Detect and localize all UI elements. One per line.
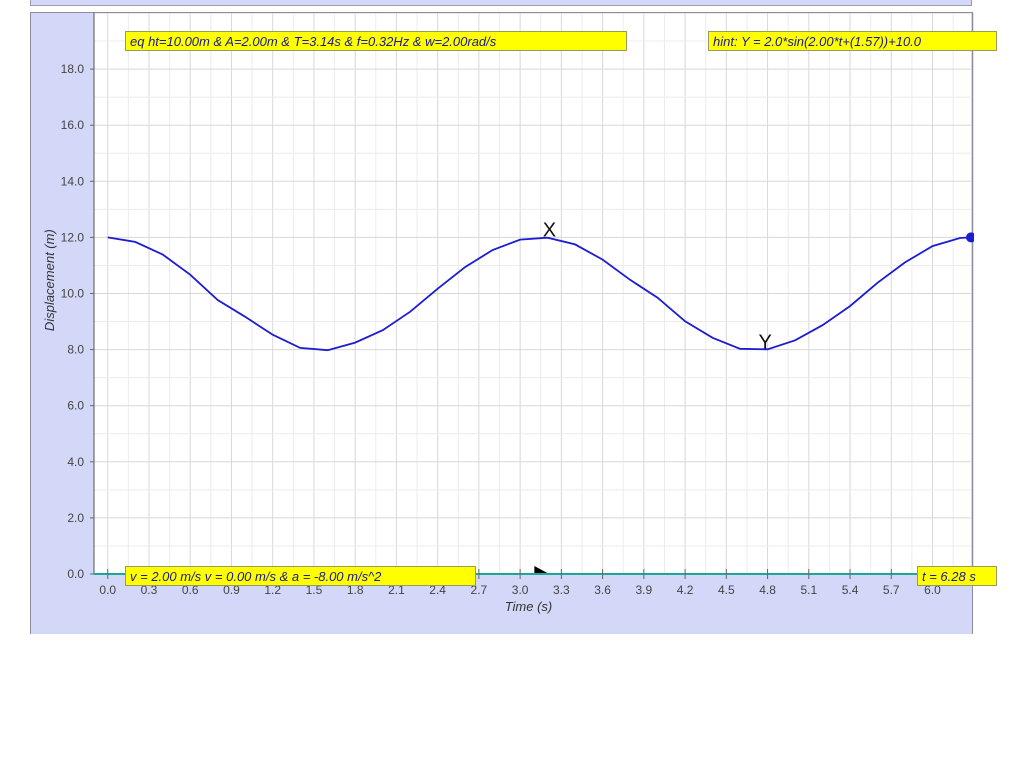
x-tick-label: 5.7 [883, 583, 900, 597]
current-point [966, 232, 974, 243]
x-tick-label: 0.6 [182, 583, 199, 597]
displacement-time-chart: 0.0 0.3 0.6 0.9 1.2 1.5 1.8 2.1 2.4 2.7 3.0 3.3 3.6 3… [42, 13, 974, 614]
y-tick-label: 10.0 [61, 287, 85, 301]
hint-readout: hint: Y = 2.0*sin(2.00*t+(1.57))+10.0 [708, 31, 997, 51]
x-tick-label: 1.8 [347, 583, 364, 597]
chart-frame: 0.0 0.3 0.6 0.9 1.2 1.5 1.8 2.1 2.4 2.7 3.0 3.3 3.6 3… [30, 12, 997, 634]
x-tick-label: 1.5 [306, 583, 323, 597]
y-tick-label: 18.0 [61, 62, 85, 76]
y-tick-label: 6.0 [67, 399, 84, 413]
x-tick-label: 5.1 [800, 583, 817, 597]
x-tick-label: 4.5 [718, 583, 735, 597]
y-axis-label: Displacement (m) [42, 229, 57, 331]
tick-marks: 0.0 0.3 0.6 0.9 1.2 1.5 1.8 2.1 2.4 2.7 3.0 3.3 3.6 3… [61, 62, 942, 597]
motion-readout: v = 2.00 m/s v = 0.00 m/s & a = -8.00 m/… [125, 566, 476, 586]
marker-y: Y [759, 332, 772, 354]
markers-layer: XY [534, 219, 974, 573]
x-tick-label: 4.8 [759, 583, 776, 597]
x-tick-label: 0.3 [141, 583, 158, 597]
x-tick-label: 3.9 [635, 583, 652, 597]
x-tick-label: 0.0 [99, 583, 116, 597]
y-tick-label: 8.0 [67, 343, 84, 357]
y-tick-label: 14.0 [61, 174, 85, 188]
x-tick-label: 2.1 [388, 583, 405, 597]
x-tick-label: 0.9 [223, 583, 240, 597]
marker-x: X [543, 219, 556, 241]
x-tick-label: 5.4 [842, 583, 859, 597]
x-tick-label: 4.2 [677, 583, 694, 597]
y-tick-label: 12.0 [61, 230, 85, 244]
y-tick-label: 0.0 [67, 567, 84, 581]
x-tick-label: 3.0 [512, 583, 529, 597]
x-tick-label: 1.2 [264, 583, 281, 597]
x-tick-label: 2.4 [429, 583, 446, 597]
y-tick-label: 16.0 [61, 118, 85, 132]
x-axis-label: Time (s) [505, 599, 553, 614]
x-tick-label: 2.7 [471, 583, 488, 597]
x-tick-label: 6.0 [924, 583, 941, 597]
time-slider-handle[interactable] [534, 566, 548, 573]
equation-readout: eq ht=10.00m & A=2.00m & T=3.14s & f=0.3… [125, 31, 627, 51]
time-readout: t = 6.28 s [917, 566, 997, 586]
y-tick-label: 2.0 [67, 511, 84, 525]
x-tick-label: 3.6 [594, 583, 611, 597]
x-tick-label: 3.3 [553, 583, 570, 597]
series-layer [107, 236, 972, 352]
previous-panel-strip [30, 0, 972, 6]
y-tick-label: 4.0 [67, 455, 84, 469]
displacement-curve [107, 236, 972, 352]
grid-lines [94, 13, 974, 574]
